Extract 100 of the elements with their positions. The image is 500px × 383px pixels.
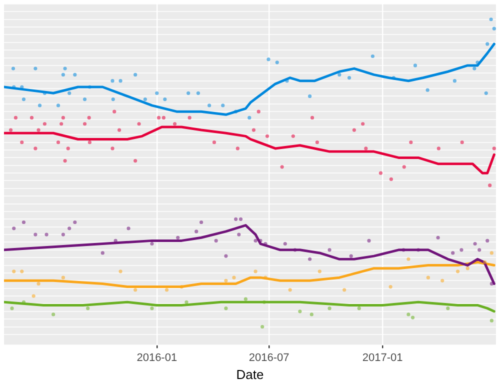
point [134, 158, 138, 163]
point [88, 140, 92, 144]
point [61, 116, 65, 120]
point [8, 128, 13, 132]
point [291, 134, 295, 138]
point [476, 60, 480, 64]
point [285, 79, 289, 83]
point [489, 18, 493, 22]
point [61, 72, 65, 76]
point [172, 122, 177, 126]
point [36, 128, 40, 132]
point [349, 254, 353, 258]
point [155, 91, 159, 95]
point [34, 146, 38, 150]
point [260, 324, 264, 329]
point [347, 76, 352, 80]
point [262, 300, 266, 304]
point [308, 94, 312, 98]
point [143, 97, 147, 102]
point [234, 110, 238, 114]
point [52, 312, 56, 316]
point [406, 257, 410, 261]
point [20, 140, 24, 144]
point [224, 254, 228, 258]
point [389, 177, 393, 182]
point [236, 146, 240, 150]
point [483, 260, 487, 264]
point [318, 270, 322, 274]
point [402, 248, 406, 252]
point [34, 66, 38, 70]
point [460, 140, 464, 144]
point [30, 116, 34, 120]
point [162, 116, 166, 120]
point [256, 110, 260, 114]
point [466, 266, 470, 270]
x-axis-title: Date [236, 366, 264, 382]
point [283, 242, 287, 246]
point [118, 79, 122, 83]
point [20, 85, 24, 89]
point [451, 251, 455, 255]
point [163, 97, 167, 102]
point [73, 72, 77, 76]
point [361, 122, 365, 126]
point [196, 91, 200, 95]
point [12, 226, 16, 230]
point [61, 232, 65, 236]
point [238, 217, 243, 221]
point [328, 306, 332, 310]
point [265, 134, 270, 138]
x-tick-label: 2017-01 [362, 352, 403, 364]
point [492, 26, 496, 30]
point [68, 226, 72, 230]
point [280, 165, 284, 169]
point [388, 284, 392, 289]
point [82, 97, 87, 102]
point [61, 276, 65, 280]
point [352, 128, 356, 132]
point [68, 91, 72, 95]
point [490, 282, 494, 286]
point [478, 248, 482, 252]
point [378, 171, 383, 175]
point [310, 312, 314, 316]
point [328, 248, 332, 252]
point [14, 116, 18, 120]
point [126, 226, 130, 230]
point [10, 306, 14, 310]
point [150, 242, 154, 246]
point [342, 288, 346, 292]
point [111, 97, 115, 102]
point [60, 122, 64, 126]
point [456, 270, 460, 274]
point [484, 91, 488, 95]
point [266, 58, 270, 62]
x-tick-label: 2016-01 [136, 352, 178, 364]
point [66, 146, 70, 150]
point [416, 248, 420, 252]
point [224, 278, 228, 282]
point [492, 146, 496, 150]
point [364, 146, 368, 150]
point [409, 140, 413, 144]
point [44, 232, 48, 236]
point [34, 232, 38, 236]
point [194, 230, 198, 234]
point [338, 72, 342, 76]
point [88, 85, 92, 89]
point [22, 97, 26, 102]
point [186, 91, 190, 95]
point [436, 146, 440, 150]
point [460, 248, 464, 252]
point [308, 257, 312, 261]
point [114, 238, 118, 242]
point [392, 76, 396, 80]
point [490, 318, 494, 322]
point [176, 236, 180, 240]
point [63, 158, 67, 163]
point [110, 79, 114, 83]
point [112, 110, 116, 114]
point [357, 306, 361, 310]
point [254, 238, 258, 242]
point [315, 140, 320, 144]
